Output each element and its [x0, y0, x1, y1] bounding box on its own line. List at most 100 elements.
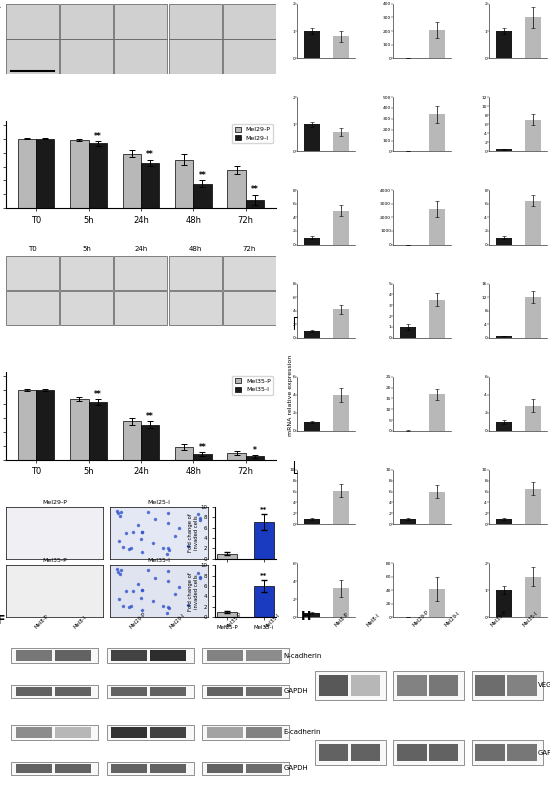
FancyBboxPatch shape [111, 727, 147, 738]
Bar [525, 406, 541, 431]
Text: **: ** [260, 507, 267, 513]
Text: 24h: 24h [134, 246, 147, 253]
Bar [175, 447, 194, 460]
FancyBboxPatch shape [246, 727, 282, 738]
Text: Mel35-P: Mel35-P [490, 610, 508, 628]
Bar [227, 453, 246, 460]
Bar [123, 154, 141, 209]
Text: 48h: 48h [189, 246, 202, 253]
FancyBboxPatch shape [168, 40, 222, 74]
FancyBboxPatch shape [114, 4, 168, 39]
Bar [18, 138, 36, 209]
FancyBboxPatch shape [315, 740, 386, 765]
FancyBboxPatch shape [429, 675, 459, 696]
Text: Mel29-P: Mel29-P [129, 611, 147, 630]
Bar [304, 613, 320, 617]
Bar [496, 238, 512, 245]
FancyBboxPatch shape [150, 727, 186, 738]
Bar [429, 300, 445, 338]
FancyBboxPatch shape [15, 764, 52, 773]
FancyBboxPatch shape [351, 744, 381, 761]
Text: Mel8-I: Mel8-I [366, 613, 381, 628]
FancyBboxPatch shape [393, 740, 464, 765]
FancyBboxPatch shape [60, 40, 113, 74]
Bar [496, 31, 512, 58]
FancyBboxPatch shape [223, 40, 276, 74]
Text: ⎡: ⎡ [293, 316, 298, 329]
Text: Mel35-I: Mel35-I [263, 613, 281, 630]
Bar [217, 554, 238, 559]
FancyBboxPatch shape [114, 291, 168, 325]
Bar [429, 394, 445, 431]
FancyBboxPatch shape [111, 687, 147, 696]
Bar [429, 491, 445, 524]
Text: 24h: 24h [134, 0, 147, 1]
Y-axis label: Fold change of
invaded cells: Fold change of invaded cells [188, 572, 199, 611]
FancyBboxPatch shape [12, 762, 98, 775]
Bar [36, 390, 54, 460]
Text: Mel35-P: Mel35-P [42, 558, 67, 563]
FancyBboxPatch shape [207, 764, 243, 773]
Bar [141, 425, 160, 460]
Bar [429, 209, 445, 245]
Bar [194, 184, 212, 209]
Bar [304, 31, 320, 58]
Text: Mel8-P: Mel8-P [334, 612, 350, 628]
FancyBboxPatch shape [393, 671, 464, 700]
Bar [141, 163, 160, 209]
Y-axis label: Fold change of
invaded cells: Fold change of invaded cells [188, 514, 199, 552]
Text: Mel35-P: Mel35-P [0, 261, 1, 285]
Bar [227, 170, 246, 209]
Bar [525, 120, 541, 152]
Bar [304, 238, 320, 245]
FancyBboxPatch shape [202, 762, 289, 775]
FancyBboxPatch shape [107, 762, 194, 775]
Text: mRNA relative expression: mRNA relative expression [288, 355, 293, 435]
Bar [400, 519, 416, 524]
Bar [496, 149, 512, 152]
Bar [496, 336, 512, 338]
Text: **: ** [94, 390, 102, 399]
FancyBboxPatch shape [150, 764, 186, 773]
Text: H: H [301, 610, 311, 623]
Text: GAPDH: GAPDH [283, 688, 308, 694]
Legend: Mel29-P, Mel29-I: Mel29-P, Mel29-I [232, 124, 273, 144]
Bar [217, 612, 238, 617]
FancyBboxPatch shape [114, 256, 168, 290]
FancyBboxPatch shape [107, 724, 194, 740]
FancyBboxPatch shape [150, 650, 186, 661]
Text: Mel29-I: Mel29-I [0, 45, 1, 68]
FancyBboxPatch shape [475, 675, 505, 696]
Text: F: F [0, 615, 6, 627]
FancyBboxPatch shape [246, 687, 282, 696]
FancyBboxPatch shape [202, 724, 289, 740]
Bar [246, 200, 264, 209]
Bar [194, 454, 212, 460]
FancyBboxPatch shape [54, 687, 91, 696]
Text: **: ** [146, 150, 154, 160]
Bar [400, 327, 416, 338]
Text: **: ** [199, 443, 206, 452]
FancyBboxPatch shape [60, 4, 113, 39]
FancyBboxPatch shape [397, 675, 427, 696]
Text: 48h: 48h [189, 0, 202, 1]
Text: Mel35-P: Mel35-P [224, 611, 243, 630]
Text: Mel35-I: Mel35-I [0, 296, 1, 319]
FancyBboxPatch shape [15, 727, 52, 738]
Bar [304, 422, 320, 431]
FancyBboxPatch shape [12, 648, 98, 664]
Bar [333, 491, 349, 524]
FancyBboxPatch shape [207, 687, 243, 696]
FancyBboxPatch shape [207, 727, 243, 738]
Text: **: ** [146, 412, 154, 421]
Text: Mel29-P: Mel29-P [42, 499, 67, 505]
Text: T0: T0 [28, 0, 37, 1]
Bar [429, 115, 445, 152]
FancyBboxPatch shape [223, 291, 276, 325]
FancyBboxPatch shape [429, 744, 459, 761]
Bar [333, 133, 349, 152]
FancyBboxPatch shape [246, 764, 282, 773]
Bar [333, 589, 349, 617]
FancyBboxPatch shape [6, 256, 59, 290]
Bar [429, 30, 445, 58]
